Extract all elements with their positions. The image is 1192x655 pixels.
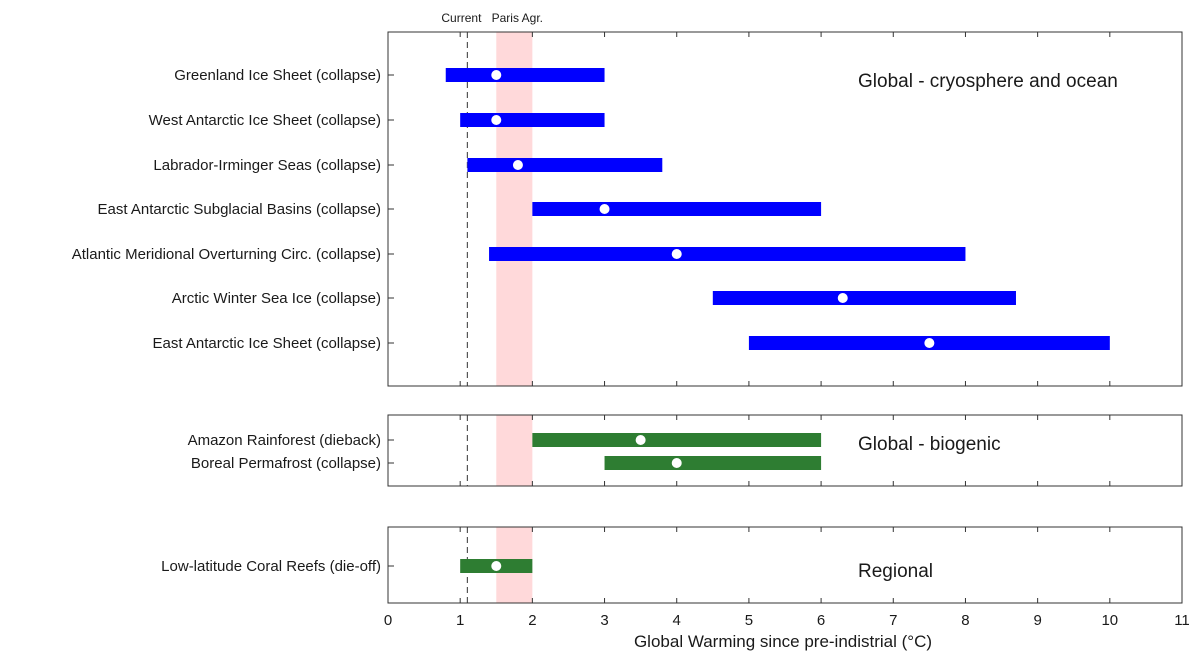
current-marker-label: Current	[441, 11, 482, 25]
x-tick-label: 7	[889, 612, 897, 629]
x-tick-label: 3	[600, 612, 608, 629]
x-tick-label: 9	[1033, 612, 1041, 629]
x-tick-label: 6	[817, 612, 825, 629]
panel-frame	[387, 526, 1183, 604]
paris-agreement-label: Paris Agr.	[492, 11, 543, 25]
panel-frame	[387, 414, 1183, 487]
best-estimate-point	[924, 338, 935, 348]
x-tick-label: 0	[384, 612, 392, 629]
best-estimate-point	[671, 249, 682, 259]
row-label: Boreal Permafrost (collapse)	[191, 455, 381, 472]
paris-band	[496, 32, 533, 386]
range-bar	[712, 291, 1016, 305]
row-labels: Greenland Ice Sheet (collapse) West Antar…	[72, 67, 381, 575]
panel-title: Regional	[858, 561, 933, 582]
x-tick-label: 8	[961, 612, 969, 629]
panel-title: Global - cryosphere and ocean	[858, 71, 1118, 92]
x-axis-ticks: 0 1 2 3 4 5 6 7 8 9 10 11	[384, 32, 1190, 629]
range-bar	[467, 158, 663, 172]
best-estimate-point	[837, 293, 848, 303]
row-label: East Antarctic Ice Sheet (collapse)	[153, 335, 381, 352]
best-estimate-point	[491, 561, 502, 571]
x-tick-label: 10	[1101, 612, 1118, 629]
range-bar	[532, 433, 822, 447]
x-tick-label: 1	[456, 612, 464, 629]
best-estimate-point	[671, 458, 682, 468]
panel-titles: Global - cryosphere and ocean Global - bi…	[858, 71, 1118, 582]
x-axis-title: Global Warming since pre-indistrial (°C)	[634, 632, 932, 651]
paris-band	[496, 415, 533, 486]
x-tick-label: 4	[673, 612, 681, 629]
row-label: Labrador-Irminger Seas (collapse)	[153, 157, 381, 174]
row-label: Arctic Winter Sea Ice (collapse)	[172, 290, 381, 307]
panel-title: Global - biogenic	[858, 434, 1001, 455]
row-label: East Antarctic Subglacial Basins (collap…	[98, 201, 381, 218]
x-tick-label: 2	[528, 612, 536, 629]
range-bar	[445, 68, 605, 82]
range-bar	[532, 202, 822, 216]
best-estimate-point	[635, 435, 646, 445]
range-bar	[604, 456, 822, 470]
range-bar	[489, 247, 966, 261]
row-label: Atlantic Meridional Overturning Circ. (c…	[72, 246, 381, 263]
row-label: Low-latitude Coral Reefs (die-off)	[161, 558, 381, 575]
paris-agreement-bands	[496, 32, 533, 603]
row-label: Amazon Rainforest (dieback)	[188, 432, 381, 449]
row-label: West Antarctic Ice Sheet (collapse)	[149, 112, 381, 129]
best-estimate-point	[491, 70, 502, 80]
x-tick-label: 5	[745, 612, 753, 629]
range-bar	[460, 113, 605, 127]
best-estimate-point	[599, 204, 610, 214]
best-estimate-points	[491, 70, 935, 571]
best-estimate-point	[512, 160, 523, 170]
best-estimate-point	[491, 115, 502, 125]
range-bars	[445, 68, 1110, 573]
row-label: Greenland Ice Sheet (collapse)	[174, 67, 381, 84]
x-tick-label: 11	[1174, 612, 1190, 629]
